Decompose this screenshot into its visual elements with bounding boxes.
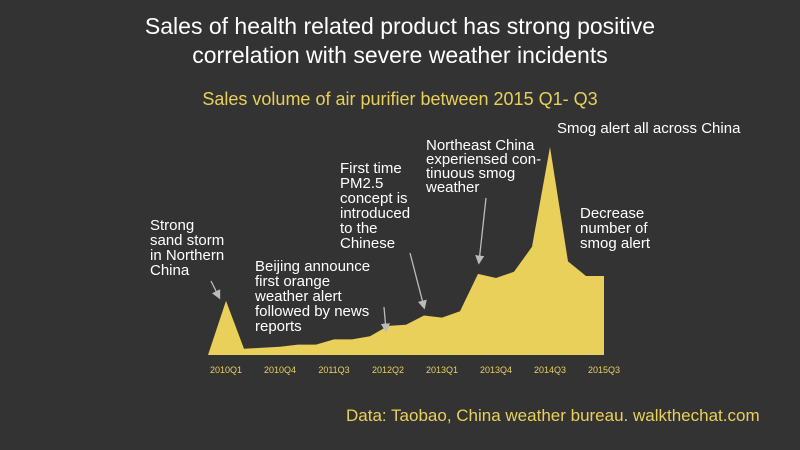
annotation-arrow xyxy=(210,280,221,300)
annotation-text-line: weather alert xyxy=(254,288,343,305)
annotation-text-line: Northeast China xyxy=(426,137,535,154)
annotation-text-line: smog alert xyxy=(580,235,651,252)
x-tick-label: 2013Q1 xyxy=(426,365,458,375)
annotation-arrow xyxy=(475,197,487,265)
annotation-text-line: tinuous smog xyxy=(426,165,515,182)
x-tick-label: 2010Q1 xyxy=(210,365,242,375)
x-tick-label: 2012Q2 xyxy=(372,365,404,375)
sales-area xyxy=(208,147,604,355)
x-tick-label: 2010Q4 xyxy=(264,365,296,375)
annotation-text-line: Beijing announce xyxy=(255,258,370,275)
headline-line-1: Sales of health related product has stro… xyxy=(144,13,656,39)
annotation-text-line: First time xyxy=(340,160,402,177)
x-tick-label: 2011Q3 xyxy=(318,365,349,375)
x-tick-label: 2015Q3 xyxy=(588,365,620,375)
annotation-smog-alert: Smog alert all across China xyxy=(557,120,741,137)
annotation-text-line: reports xyxy=(255,318,302,335)
annotation-text-line: Decrease xyxy=(580,205,644,222)
annotation-arrow xyxy=(409,252,427,310)
annotation-text-line: to the xyxy=(340,220,378,237)
headline: Sales of health related product has stro… xyxy=(0,12,800,70)
annotation-text-line: in Northern xyxy=(150,247,224,264)
annotation-text-line: Strong xyxy=(150,217,194,234)
headline-line-2: correlation with severe weather incident… xyxy=(192,42,608,68)
annotation-text-line: experiensed con- xyxy=(426,151,541,168)
annotation-text-line: introduced xyxy=(340,205,410,222)
annotation-text-line: concept is xyxy=(340,190,408,207)
annotation-text-line: Smog alert all across China xyxy=(557,120,741,137)
x-tick-label: 2014Q3 xyxy=(534,365,566,375)
annotation-text-line: China xyxy=(150,262,190,279)
source-credit: Data: Taobao, China weather bureau. walk… xyxy=(346,406,760,425)
chart-title: Sales volume of air purifier between 201… xyxy=(202,89,598,109)
annotation-text-line: number of xyxy=(580,220,648,237)
annotation-text-line: Chinese xyxy=(340,235,395,252)
x-tick-label: 2013Q4 xyxy=(480,365,512,375)
annotation-text-line: weather xyxy=(425,179,479,196)
annotation-text-line: PM2.5 xyxy=(340,175,383,192)
annotation-text-line: sand storm xyxy=(150,232,224,249)
annotation-text-line: followed by news xyxy=(255,303,369,320)
annotation-arrow xyxy=(380,306,390,333)
annotation-text-line: first orange xyxy=(255,273,330,290)
